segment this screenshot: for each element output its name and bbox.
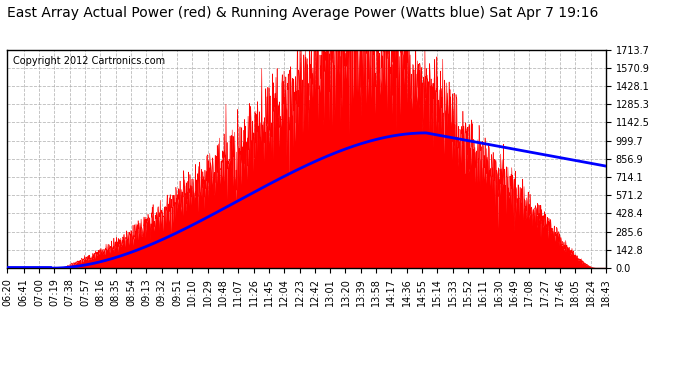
Text: Copyright 2012 Cartronics.com: Copyright 2012 Cartronics.com	[13, 56, 165, 66]
Text: East Array Actual Power (red) & Running Average Power (Watts blue) Sat Apr 7 19:: East Array Actual Power (red) & Running …	[7, 6, 598, 20]
